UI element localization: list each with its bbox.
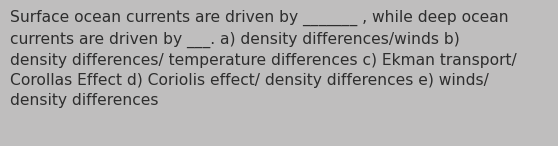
Text: Surface ocean currents are driven by _______ , while deep ocean
currents are dri: Surface ocean currents are driven by ___…: [10, 10, 517, 108]
